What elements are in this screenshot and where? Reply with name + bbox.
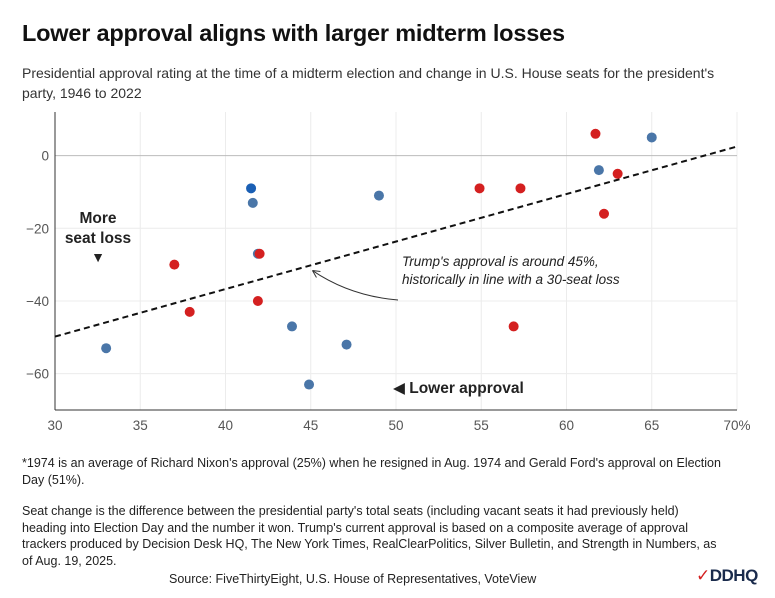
source-line: Source: FiveThirtyEight, U.S. House of R… xyxy=(169,572,537,586)
trendline-group xyxy=(54,145,738,338)
data-point xyxy=(646,132,657,143)
annotation-arrow xyxy=(312,270,399,301)
x-tick-label: 45 xyxy=(303,418,318,433)
trump-approval-annotation: Trump's approval is around 45%, historic… xyxy=(402,254,620,287)
y-tick-label: 0 xyxy=(41,149,49,164)
annotation-arrow-group xyxy=(312,270,399,301)
data-point xyxy=(101,343,112,354)
x-tick-label: 60 xyxy=(559,418,574,433)
data-point xyxy=(246,183,257,194)
data-point xyxy=(254,248,265,259)
x-tick-label: 55 xyxy=(474,418,489,433)
x-tick-label: 30 xyxy=(47,418,62,433)
chart-title: Lower approval aligns with larger midter… xyxy=(22,20,565,46)
footnote-nixon: *1974 is an average of Richard Nixon's a… xyxy=(22,456,721,487)
axes xyxy=(54,112,737,411)
y-tick-label: −20 xyxy=(26,221,49,236)
data-point xyxy=(593,165,604,176)
data-point xyxy=(341,339,352,350)
data-point xyxy=(590,128,601,139)
data-point xyxy=(169,259,180,270)
gridlines xyxy=(55,112,738,410)
ddhq-logo: ✓DDHQ xyxy=(696,566,758,586)
x-tick-label: 70% xyxy=(723,418,750,433)
data-points xyxy=(101,128,657,390)
x-tick-label: 65 xyxy=(644,418,659,433)
data-point xyxy=(474,183,485,194)
data-point xyxy=(508,321,519,332)
data-point xyxy=(247,197,258,208)
trendline xyxy=(54,145,738,338)
checkmark-icon: ✓ xyxy=(696,566,710,585)
lower-approval-label: ◀ Lower approval xyxy=(393,380,524,397)
scatter-chart: 30 35 40 45 50 55 60 65 70% 0 −20 −40 −60 xyxy=(26,112,751,433)
chart-subtitle: Presidential approval rating at the time… xyxy=(22,65,715,101)
y-tick-label: −40 xyxy=(26,294,49,309)
x-tick-label: 40 xyxy=(218,418,233,433)
more-seat-loss-text: More seat loss xyxy=(64,210,132,247)
x-tick-label: 50 xyxy=(388,418,403,433)
data-point xyxy=(184,306,195,317)
data-point xyxy=(373,190,384,201)
data-point xyxy=(304,379,315,390)
more-seat-loss-label: More seat loss ▼ xyxy=(62,209,134,268)
logo-text: DDHQ xyxy=(709,566,759,585)
arrowhead-icon xyxy=(312,270,321,278)
footnote-methodology: Seat change is the difference between th… xyxy=(22,504,717,568)
data-point xyxy=(599,208,610,219)
y-tick-label: −60 xyxy=(26,367,49,382)
data-point xyxy=(515,183,526,194)
tick-labels: 30 35 40 45 50 55 60 65 70% 0 −20 −40 −60 xyxy=(26,149,750,433)
data-point xyxy=(252,295,263,306)
x-tick-label: 35 xyxy=(133,418,148,433)
down-arrow-icon: ▼ xyxy=(91,249,105,265)
data-point xyxy=(612,168,623,179)
data-point xyxy=(286,321,297,332)
